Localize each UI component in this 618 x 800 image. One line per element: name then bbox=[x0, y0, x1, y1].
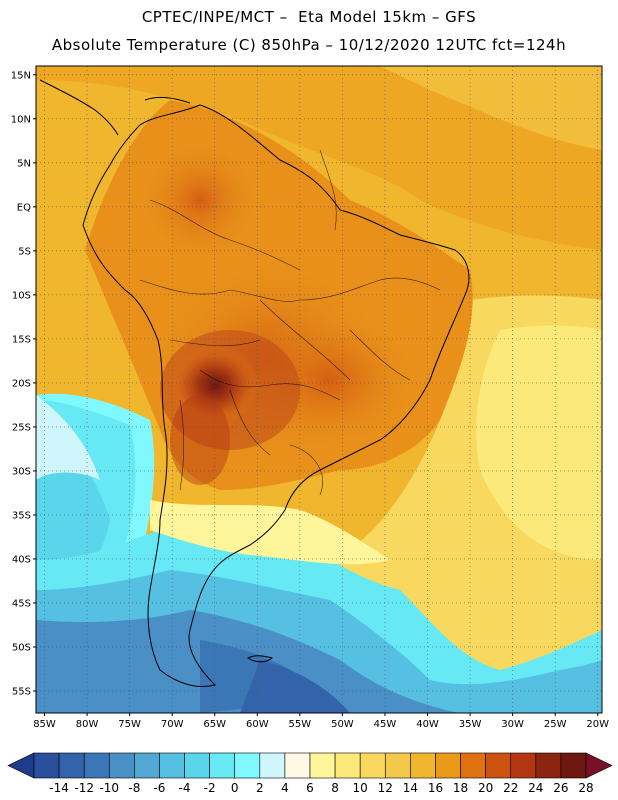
map-frame bbox=[35, 65, 603, 714]
colorbar-label: -4 bbox=[179, 781, 191, 795]
lat-label: 5S bbox=[18, 246, 31, 257]
lat-label: 30S bbox=[12, 466, 31, 477]
colorbar-label: 18 bbox=[453, 781, 468, 795]
falkland-islands bbox=[247, 655, 274, 663]
colorbar-labels: -14 -12 -10 -8 -6 -4 -2 0 2 4 6 8 10 12 14 16 18 20 22 24 26… bbox=[49, 781, 593, 795]
lon-label: 80W bbox=[76, 719, 99, 730]
colorbar-label: 20 bbox=[478, 781, 493, 795]
lat-label: 10N bbox=[11, 114, 31, 125]
colorbar-swatch bbox=[234, 752, 261, 779]
lat-label: 20S bbox=[12, 378, 31, 389]
colorbar-swatch bbox=[33, 752, 60, 779]
lon-label: 85W bbox=[33, 719, 56, 730]
colorbar-swatch bbox=[259, 752, 286, 779]
lon-label: 75W bbox=[118, 719, 141, 730]
lat-label: 5N bbox=[17, 158, 31, 169]
colorbar bbox=[7, 752, 613, 779]
colorbar-label: 4 bbox=[281, 781, 289, 795]
colorbar-label: -8 bbox=[128, 781, 140, 795]
coastlines bbox=[39, 79, 470, 687]
lon-label: 65W bbox=[203, 719, 226, 730]
colorbar-label: 22 bbox=[503, 781, 518, 795]
colorbar-swatch bbox=[284, 752, 311, 779]
lat-label: 55S bbox=[12, 686, 31, 697]
lat-label: 40S bbox=[12, 554, 31, 565]
colorbar-label: 0 bbox=[231, 781, 239, 795]
colorbar-swatch bbox=[560, 752, 587, 779]
colorbar-swatch bbox=[309, 752, 336, 779]
colorbar-label: 26 bbox=[553, 781, 568, 795]
lon-label: 70W bbox=[161, 719, 184, 730]
colorbar-label: 24 bbox=[528, 781, 543, 795]
colorbar-swatch bbox=[485, 752, 512, 779]
colorbar-label: -6 bbox=[153, 781, 165, 795]
colorbar-swatch bbox=[209, 752, 236, 779]
lon-label: 60W bbox=[246, 719, 269, 730]
lon-label: 45W bbox=[374, 719, 397, 730]
temperature-field bbox=[36, 66, 602, 713]
colorbar-arrow-low bbox=[7, 752, 35, 779]
lat-label: 35S bbox=[12, 510, 31, 521]
lat-label: 15N bbox=[11, 70, 31, 81]
colorbar-swatch bbox=[535, 752, 562, 779]
lat-label: EQ bbox=[17, 202, 31, 213]
colorbar-swatch bbox=[58, 752, 85, 779]
latitude-labels: 15N 10N 5N EQ 5S 10S 15S 20S 25S 30S 35S 40S 45S 50S 5… bbox=[11, 70, 36, 697]
colorbar-label: 28 bbox=[578, 781, 593, 795]
lat-label: 45S bbox=[12, 598, 31, 609]
political-borders bbox=[139, 149, 441, 496]
chart-subtitle: Absolute Temperature (C) 850hPa – 10/12/… bbox=[51, 36, 567, 54]
colorbar-swatch bbox=[334, 752, 361, 779]
lon-label: 20W bbox=[586, 719, 609, 730]
lat-label: 50S bbox=[12, 642, 31, 653]
colorbar-swatch bbox=[134, 752, 160, 779]
colorbar-label: 14 bbox=[403, 781, 418, 795]
lon-label: 35W bbox=[459, 719, 482, 730]
colorbar-label: 16 bbox=[428, 781, 443, 795]
lon-label: 50W bbox=[331, 719, 354, 730]
colorbar-label: 12 bbox=[378, 781, 393, 795]
lon-label: 30W bbox=[501, 719, 524, 730]
colorbar-label: 6 bbox=[306, 781, 314, 795]
longitude-labels: 85W 80W 75W 70W 65W 60W 55W 50W 45W 40W 35W 30W 25W 2… bbox=[33, 713, 609, 730]
colorbar-label: -2 bbox=[204, 781, 216, 795]
lon-label: 25W bbox=[544, 719, 567, 730]
colorbar-swatch bbox=[410, 752, 436, 779]
colorbar-label: -14 bbox=[49, 781, 69, 795]
colorbar-swatch bbox=[83, 752, 110, 779]
colorbar-swatch bbox=[460, 752, 486, 779]
colorbar-swatch bbox=[108, 752, 135, 779]
colorbar-label: -10 bbox=[99, 781, 119, 795]
colorbar-label: 8 bbox=[331, 781, 339, 795]
lat-label: 10S bbox=[12, 290, 31, 301]
lat-label: 15S bbox=[12, 334, 31, 345]
colorbar-swatch bbox=[435, 752, 461, 779]
lat-label: 25S bbox=[12, 422, 31, 433]
colorbar-swatch bbox=[384, 752, 411, 779]
colorbar-arrow-high bbox=[585, 752, 613, 779]
colorbar-label: 2 bbox=[256, 781, 264, 795]
colorbar-label: 10 bbox=[353, 781, 368, 795]
colorbar-swatch bbox=[159, 752, 185, 779]
colorbar-swatch bbox=[510, 752, 537, 779]
lon-label: 40W bbox=[416, 719, 439, 730]
colorbar-swatch bbox=[184, 752, 210, 779]
colorbar-swatch bbox=[359, 752, 386, 779]
lon-label: 55W bbox=[289, 719, 312, 730]
colorbar-label: -12 bbox=[74, 781, 94, 795]
chart-title: CPTEC/INPE/MCT – Eta Model 15km – GFS bbox=[141, 8, 477, 26]
